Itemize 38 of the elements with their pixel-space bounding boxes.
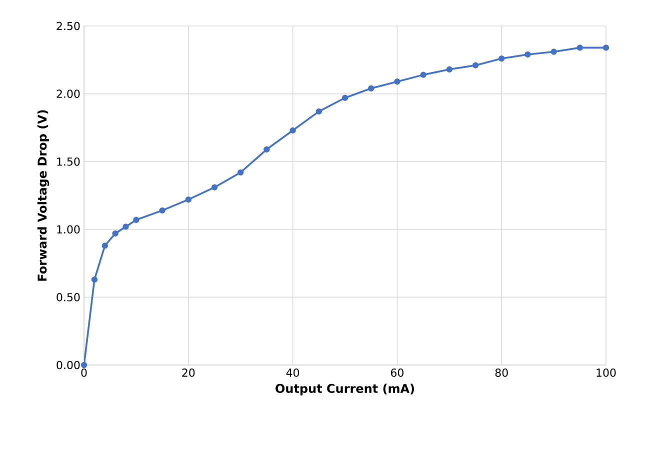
point <box>472 62 479 68</box>
point <box>238 169 244 176</box>
point <box>498 55 505 62</box>
point <box>133 216 140 224</box>
y-tick-label: 0.50 <box>56 293 80 302</box>
point <box>91 276 98 283</box>
point <box>524 51 531 58</box>
point <box>316 108 322 115</box>
point <box>80 362 88 368</box>
point <box>446 66 453 72</box>
y-tick-label: 0.00 <box>56 360 80 370</box>
point <box>420 72 426 78</box>
y-tick-label: 2.00 <box>56 90 80 98</box>
x-tick-label: 40 <box>286 368 300 377</box>
point <box>102 242 108 249</box>
point <box>550 48 557 55</box>
y-tick-label: 1.50 <box>57 157 80 166</box>
x-tick-label: 0 <box>81 368 87 377</box>
point <box>185 196 192 203</box>
x-tick-label: 20 <box>182 368 195 377</box>
point <box>342 94 348 101</box>
x-tick-label: 60 <box>390 368 404 377</box>
point <box>602 44 610 51</box>
y-tick-label: 2.50 <box>56 22 80 30</box>
point <box>159 207 166 214</box>
x-axis-title: Output Current (mA) <box>276 384 414 396</box>
x-tick-label: 80 <box>495 368 508 377</box>
point <box>211 184 218 190</box>
x-tick-label: 100 <box>596 368 616 377</box>
y-tick-label: 1.00 <box>57 225 80 234</box>
y-axis-title: Forward Voltage Drop (V) <box>37 110 50 281</box>
point <box>394 78 400 85</box>
point <box>112 230 118 237</box>
point <box>368 85 374 92</box>
point <box>290 127 296 134</box>
point <box>264 146 270 152</box>
point <box>122 224 129 230</box>
point <box>576 44 584 51</box>
